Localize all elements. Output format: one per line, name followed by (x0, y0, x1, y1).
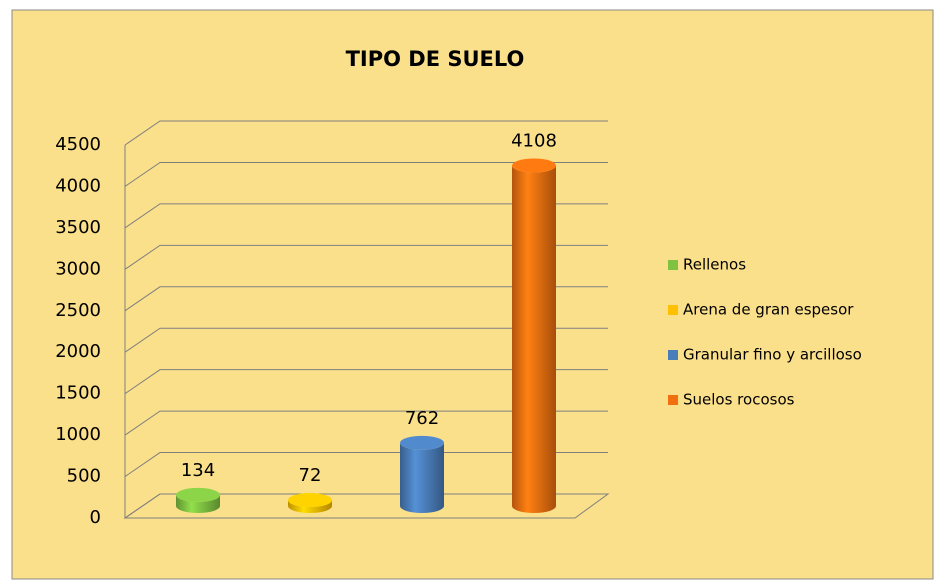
legend-label: Suelos rocosos (683, 391, 795, 409)
data-label: 72 (299, 465, 322, 486)
grid-line (124, 120, 608, 146)
y-tick-label: 3000 (55, 258, 101, 279)
y-tick-label: 4000 (55, 175, 101, 196)
data-label: 762 (405, 408, 439, 429)
y-tick-label: 1000 (55, 424, 101, 445)
chart-background (11, 9, 934, 580)
y-tick-label: 3500 (55, 217, 101, 238)
y-tick-label: 0 (90, 507, 101, 528)
grid-line (124, 244, 608, 270)
bar (512, 165, 556, 514)
grid-line (124, 410, 608, 436)
y-tick-label: 2000 (55, 341, 101, 362)
legend-label: Arena de gran espesor (683, 301, 854, 319)
y-tick-label: 2500 (55, 300, 101, 321)
y-tick-label: 4500 (55, 134, 101, 155)
bar-top (512, 158, 556, 173)
bar (400, 442, 444, 513)
grid-line (124, 161, 608, 187)
grid-line (124, 203, 608, 229)
legend-swatch (668, 350, 678, 360)
grid-line (124, 493, 608, 519)
y-tick-label: 500 (67, 466, 101, 487)
legend-swatch (668, 305, 678, 315)
chart-title: TIPO DE SUELO (346, 47, 525, 71)
bar-top (288, 493, 332, 508)
bar-top (400, 435, 444, 450)
bar (176, 494, 220, 513)
data-label: 4108 (511, 130, 557, 151)
legend-label: Rellenos (683, 256, 746, 274)
legend-label: Granular fino y arcilloso (683, 346, 862, 364)
y-tick-label: 1500 (55, 383, 101, 404)
legend-swatch (668, 260, 678, 270)
grid-line (124, 286, 608, 312)
grid-line (124, 369, 608, 395)
grid-line (124, 327, 608, 353)
legend-swatch (668, 395, 678, 405)
bar-top (176, 487, 220, 502)
grid-line (124, 452, 608, 477)
bar (288, 500, 332, 513)
data-label: 134 (181, 460, 215, 481)
